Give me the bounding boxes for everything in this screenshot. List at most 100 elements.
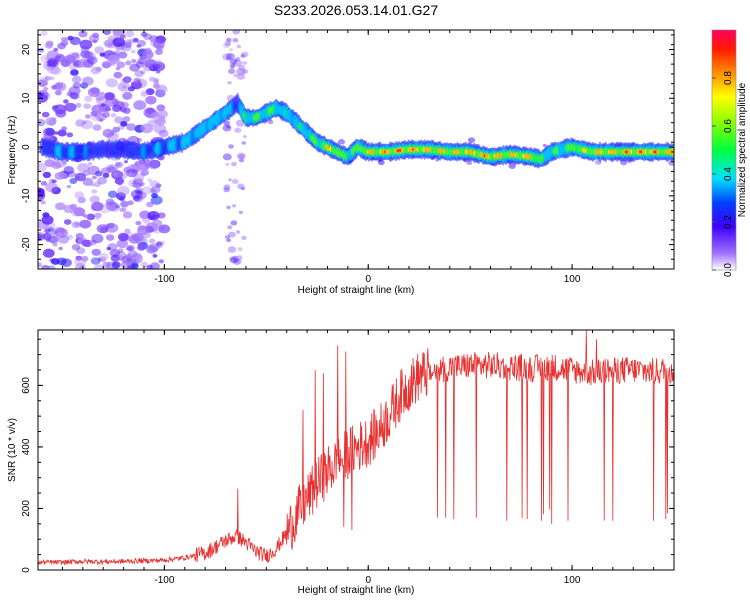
spectrogram-noise-cell — [102, 173, 110, 178]
spectrogram-noise-cell — [81, 239, 91, 247]
snr-x-label: Height of straight line (km) — [298, 585, 415, 596]
spectrogram-noise-cell — [156, 109, 168, 119]
spectrogram-noise-cell — [225, 162, 230, 166]
spectrogram-noise-cell — [158, 156, 164, 161]
spectrogram-noise-cell — [467, 137, 476, 143]
snr-y-tick-label: 400 — [21, 438, 32, 455]
spectrogram-noise-cell — [140, 70, 146, 75]
spectrogram-noise-cell — [61, 126, 67, 131]
spectrogram-noise-cell — [71, 244, 81, 251]
spectrogram-noise-cell — [114, 128, 120, 133]
spectrogram-noise-cell — [40, 200, 46, 205]
spectrogram-noise-cell — [136, 44, 142, 48]
spectrogram-noise-cell — [75, 255, 83, 261]
spectrogram-noise-cell — [146, 201, 154, 208]
spectrogram-noise-cell — [52, 242, 58, 247]
spectrogram-noise-cell — [56, 257, 67, 266]
spectrogram-noise-cell — [47, 227, 54, 232]
spectrogram-noise-cell — [74, 40, 80, 45]
spectrogram-noise-cell — [105, 78, 118, 88]
spectrogram-noise-cell — [70, 69, 79, 76]
spectrogram-noise-cell — [46, 64, 60, 75]
spectrogram-noise-cell — [38, 233, 43, 241]
spectrogram-noise-cell — [223, 120, 231, 126]
spectrogram-noise-cell — [47, 58, 58, 67]
spectrogram-noise-cell — [41, 215, 54, 225]
spectrogram-noise-cell — [228, 68, 236, 75]
spectrogram-noise-cell — [102, 111, 110, 118]
spectrogram-noise-cell — [92, 39, 98, 43]
spectrogram-noise-cell — [80, 82, 89, 89]
colorbar-tick-label: 0.0 — [723, 263, 734, 277]
spectrogram-noise-cell — [131, 59, 137, 63]
spectrogram-noise-cell — [44, 228, 51, 234]
spectrogram-noise-cell — [223, 184, 231, 190]
spectrogram-noise-cell — [160, 241, 165, 245]
spectrogram-noise-cell — [60, 37, 67, 42]
spectrogram-noise-cell — [72, 75, 82, 83]
snr-y-ticks: 0 200 400 600 — [21, 338, 674, 573]
spectrogram-noise-cell — [90, 257, 101, 265]
spectrogram-noise-cell — [135, 220, 142, 226]
spectrogram-noise-cell — [61, 160, 67, 165]
snr-y-label: SNR (10 * v/v) — [7, 418, 18, 482]
spectrogram-noise-cell — [122, 91, 133, 100]
spectrogram-noise-cell — [57, 42, 66, 50]
spectrogram-noise-cell — [237, 183, 245, 190]
spectrogram-noise-cell — [233, 73, 238, 77]
spectrogram-noise-cell — [115, 161, 124, 168]
spectrogram-noise-cell — [234, 259, 239, 263]
spectrogram-noise-cell — [232, 255, 238, 260]
spectrogram-noise-cell — [128, 38, 136, 44]
spectrogram-noise-cell — [240, 186, 246, 191]
spectrogram-noise-cell — [142, 217, 151, 224]
spectrogram-noise-cell — [121, 102, 129, 108]
spectrogram-noise-cell — [38, 79, 48, 87]
spectrogram-noise-cell — [226, 238, 232, 243]
snr-frame — [37, 329, 675, 571]
spectrogram-noise-cell — [81, 213, 87, 218]
spectrogram-noise-cell — [67, 170, 76, 178]
spectrogram-noise-cell — [226, 53, 235, 60]
spectrogram-noise-cell — [229, 48, 234, 52]
spectrogram-noise-cell — [91, 175, 97, 180]
spectrogram-noise-cell — [140, 90, 149, 97]
spectrogram-noise-cell — [91, 233, 104, 244]
spectrogram-noise-cell — [86, 213, 96, 221]
snr-x-tick-label: 0 — [365, 575, 371, 586]
spectrogram-noise-cell — [63, 219, 72, 225]
colorbar: 0.0 0.2 0.4 0.6 0.8 Normalized spectral ampl… — [711, 29, 748, 277]
spectrogram-noise-cell — [130, 253, 143, 264]
spectrogram-noise-cell — [105, 201, 118, 211]
spectrogram-noise-cell — [66, 184, 72, 189]
snr-x-tick-label: 100 — [564, 575, 581, 586]
spectrogram-y-label: Frequency (Hz) — [7, 116, 18, 185]
spectrogram-noise-cell — [151, 192, 158, 199]
spectrogram-noise-cell — [131, 49, 136, 54]
spectrogram-noise-cell — [133, 77, 141, 83]
spectrogram-noise-cell — [243, 135, 247, 139]
spectrogram-noise-cell — [337, 139, 346, 145]
spectrogram-noise-cell — [66, 234, 74, 240]
snr-x-tick-label: -100 — [154, 575, 174, 586]
spectrogram-noise-cell — [229, 58, 238, 65]
spectrogram-noise-cell — [127, 265, 135, 269]
spectrogram-noise-cell — [70, 206, 83, 217]
spectrogram-noise-cell — [69, 178, 78, 184]
spectrogram-noise-cell — [95, 170, 103, 177]
spectrogram-noise-cell — [54, 202, 65, 211]
spectrogram-noise-cell — [136, 178, 143, 184]
spectrogram-noise-cell — [66, 132, 74, 138]
spectrogram-noise-cell — [155, 242, 164, 248]
spectrogram-noise-cell — [147, 178, 152, 182]
spectrogram-noise-cell — [55, 82, 64, 90]
spectrogram-noise-cell — [58, 246, 63, 251]
spectrogram-noise-cell — [71, 221, 81, 229]
spectrogram-noise-cell — [98, 118, 104, 122]
spectrogram-noise-cell — [134, 70, 144, 78]
spectrogram-noise-cell — [84, 114, 91, 119]
spectrogram-noise-cell — [149, 188, 156, 194]
spectrogram-noise-cell — [44, 159, 55, 168]
spectrogram-noise-cell — [237, 247, 243, 252]
spectrogram-noise-cell — [240, 54, 246, 58]
